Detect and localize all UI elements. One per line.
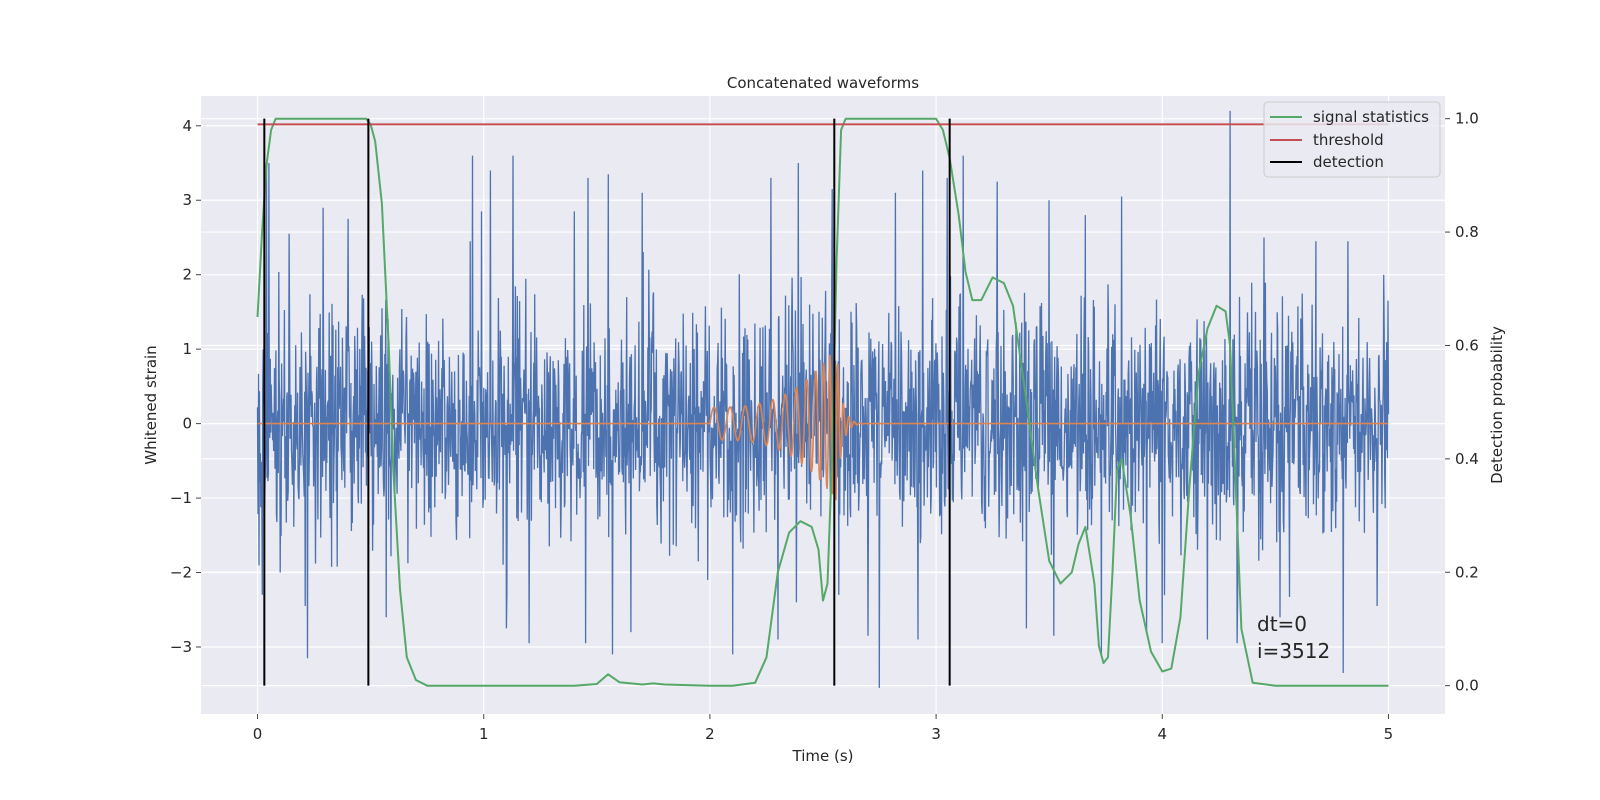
y2-tick-label: 0.6: [1455, 336, 1479, 354]
signal-statistics-series: [256, 117, 1389, 687]
y-tick-label: −1: [170, 489, 192, 507]
y2-tick-label: 0.2: [1455, 563, 1479, 581]
x-axis-label: Time (s): [792, 747, 854, 765]
legend: signal statistics threshold detection: [1263, 101, 1441, 178]
y-axis-label: Whitened strain: [142, 345, 160, 464]
injection-line: [257, 348, 1389, 501]
y2-axis-label: Detection probability: [1488, 326, 1506, 484]
annotation-dt: dt=0: [1257, 612, 1307, 636]
y2-tick-label: 0.0: [1455, 677, 1479, 695]
x-tick-label: 3: [931, 725, 941, 743]
noise-line: [256, 110, 1390, 688]
axis-ticks: 0 1 2 3 4 5 −3 −2 −1 0 1 2 3 4 0.0 0.2 0.4 0.6 0.8 1.0: [170, 110, 1479, 743]
x-tick-label: 2: [705, 725, 715, 743]
y-tick-label: 3: [182, 191, 192, 209]
signal-statistics-line: [256, 117, 1389, 687]
x-tick-label: 5: [1384, 725, 1394, 743]
legend-detection-label: detection: [1313, 153, 1384, 171]
y-tick-label: 4: [182, 117, 192, 135]
y2-tick-label: 0.4: [1455, 450, 1479, 468]
y-tick-label: −3: [170, 638, 192, 656]
annotation-i: i=3512: [1257, 639, 1330, 663]
legend-box: [1263, 101, 1441, 178]
x-tick-label: 1: [479, 725, 489, 743]
detection-series: [263, 118, 951, 686]
x-tick-label: 0: [253, 725, 263, 743]
y2-tick-label: 0.8: [1455, 223, 1479, 241]
legend-threshold-label: threshold: [1313, 131, 1384, 149]
y2-tick-label: 1.0: [1455, 110, 1479, 128]
y-tick-label: 2: [182, 266, 192, 284]
chart-title: Concatenated waveforms: [727, 74, 919, 92]
x-tick-label: 4: [1157, 725, 1167, 743]
chirp-series: [257, 348, 1389, 501]
y-tick-label: 1: [182, 340, 192, 358]
legend-signal-statistics-label: signal statistics: [1313, 108, 1429, 126]
y-tick-label: 0: [182, 415, 192, 433]
noise-series: [256, 110, 1390, 688]
y-tick-label: −2: [170, 564, 192, 582]
